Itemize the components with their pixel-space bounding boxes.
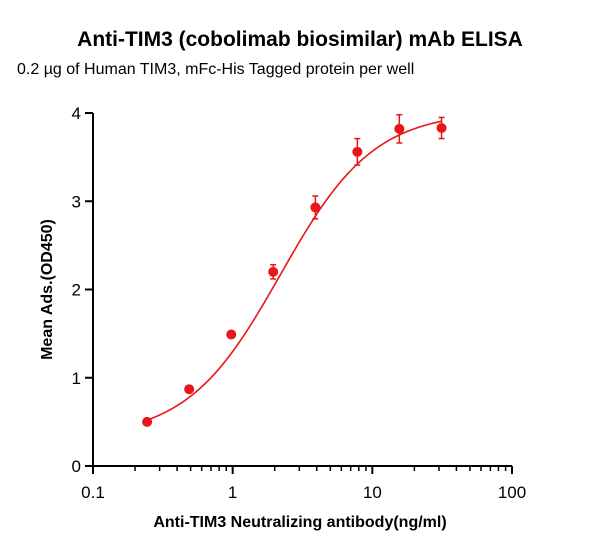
data-point	[436, 123, 447, 134]
data-point	[394, 123, 405, 134]
x-tick-label: 10	[363, 483, 382, 502]
data-point	[352, 146, 363, 157]
chart-title: Anti-TIM3 (cobolimab biosimilar) mAb ELI…	[77, 28, 523, 51]
x-tick-label: 1	[228, 483, 237, 502]
y-tick-label: 0	[72, 457, 81, 476]
chart-subtitle: 0.2 µg of Human TIM3, mFc-His Tagged pro…	[17, 61, 415, 78]
y-axis-label: Mean Ads.(OD450)	[39, 219, 56, 360]
y-tick-label: 2	[72, 281, 81, 300]
x-tick-label: 0.1	[81, 483, 105, 502]
y-tick-label: 1	[72, 369, 81, 388]
x-tick-label: 100	[498, 483, 526, 502]
data-point	[184, 384, 195, 395]
y-tick-label: 4	[72, 104, 81, 123]
data-point	[310, 202, 321, 213]
data-point	[268, 266, 279, 277]
data-point	[142, 416, 153, 427]
x-axis-label: Anti-TIM3 Neutralizing antibody(ng/ml)	[153, 514, 447, 531]
data-point	[226, 329, 237, 340]
fit-curve	[146, 120, 442, 421]
y-tick-label: 3	[72, 192, 81, 211]
